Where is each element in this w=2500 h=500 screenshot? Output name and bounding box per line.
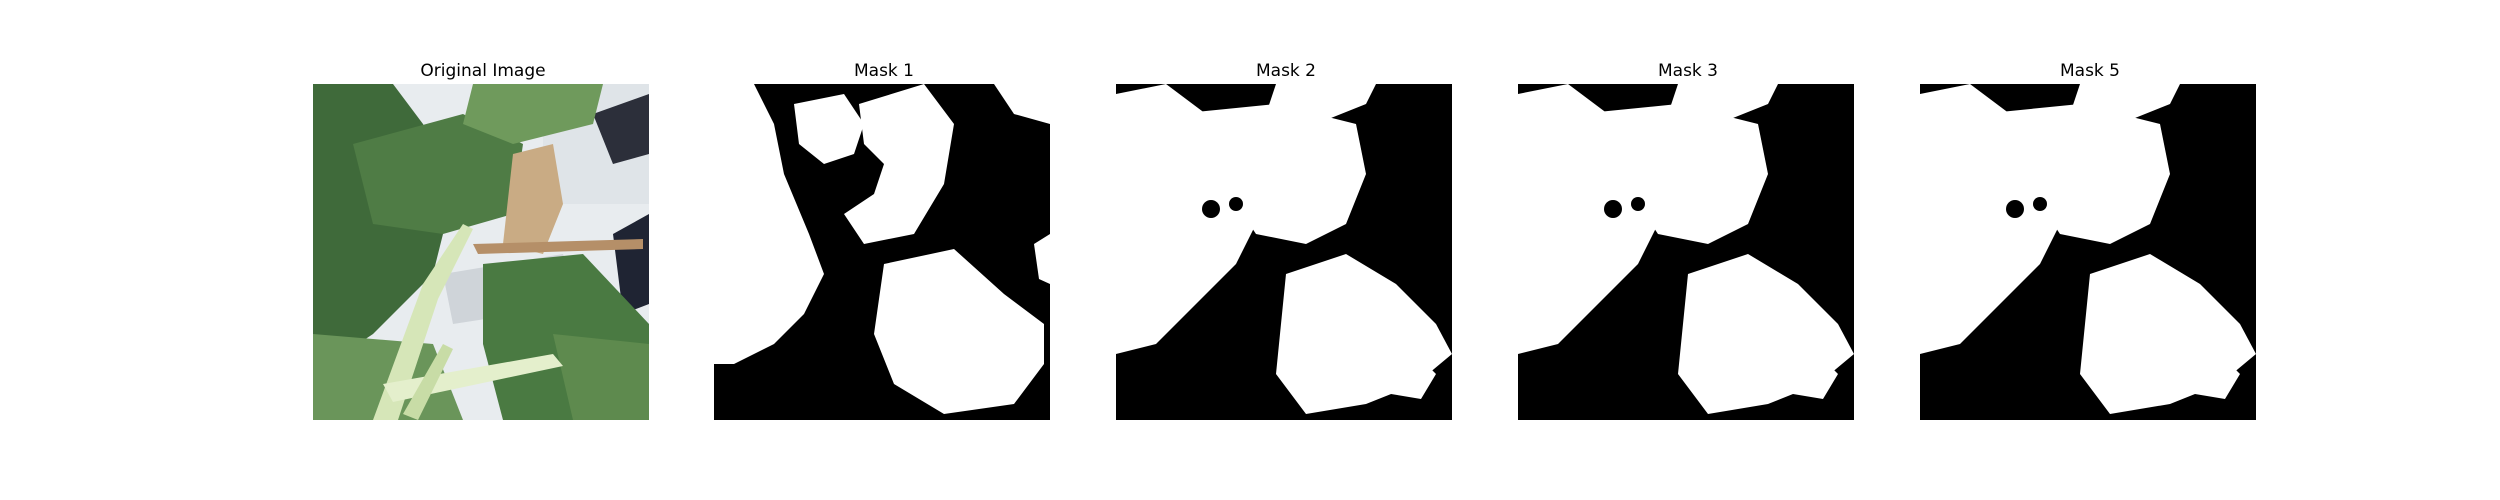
- mask-1-image: [714, 84, 1050, 420]
- mask-2-image: [1116, 84, 1452, 420]
- panel-title: Mask 3: [1657, 61, 1718, 81]
- mask-5-image: [1920, 84, 2256, 420]
- panel-title: Original Image: [420, 61, 546, 81]
- original-image: [313, 84, 649, 420]
- mask-3-image: [1518, 84, 1854, 420]
- panel-title: Mask 5: [2059, 61, 2120, 81]
- panel-title: Mask 2: [1255, 61, 1316, 81]
- panel-title: Mask 1: [853, 61, 914, 81]
